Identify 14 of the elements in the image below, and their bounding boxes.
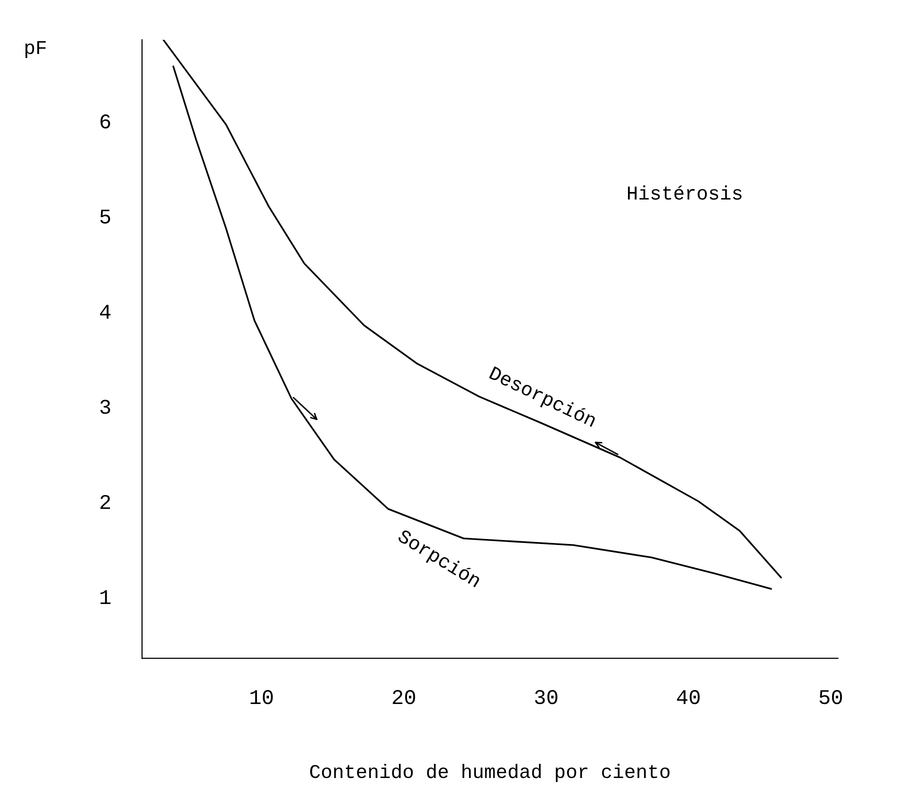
y-tick-label: 4 <box>100 304 110 319</box>
x-tick-label: 40 <box>677 690 700 704</box>
y-tick-label: 6 <box>100 114 110 128</box>
y-tick-label: 3 <box>100 400 110 414</box>
y-tick-label: 1 <box>100 590 110 604</box>
y-axis-title: pF <box>25 41 46 58</box>
x-tick-label: 50 <box>820 690 842 704</box>
annotation: Histérosis <box>628 185 742 200</box>
y-tick-label: 2 <box>100 494 110 509</box>
x-axis-title: Contenido de humedad por ciento <box>310 764 670 782</box>
y-tick-label: 5 <box>100 210 110 224</box>
x-tick-label: 10 <box>250 690 273 704</box>
x-tick-label: 20 <box>392 690 416 704</box>
x-tick-label: 30 <box>534 690 558 704</box>
